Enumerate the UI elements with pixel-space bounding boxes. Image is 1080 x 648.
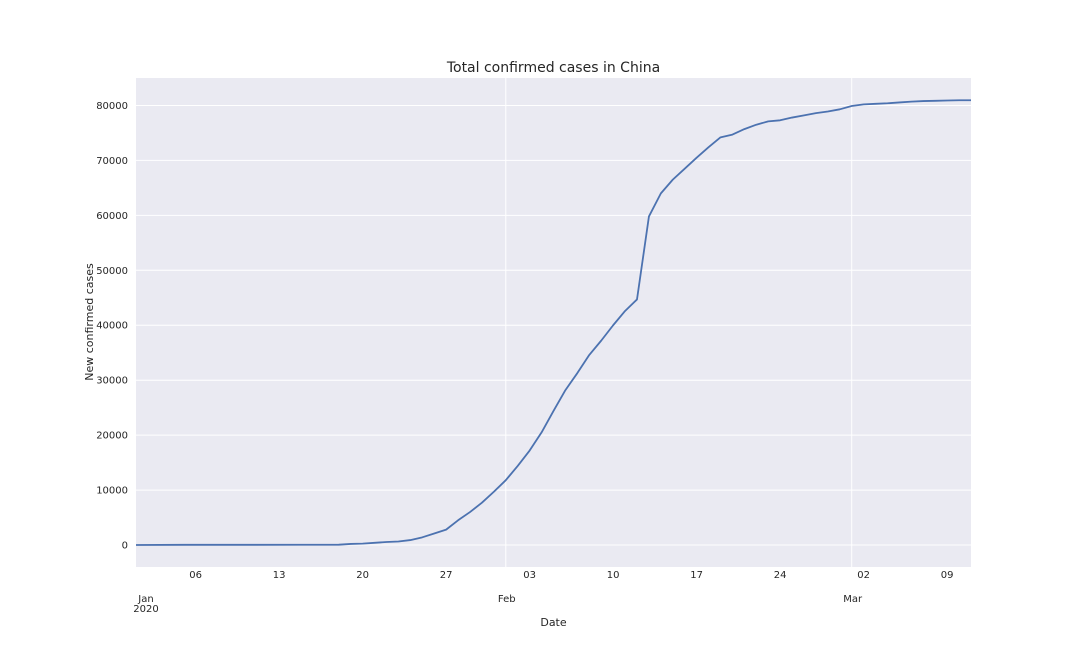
grid-lines: [136, 78, 971, 567]
x-major-tick-label: Mar: [843, 594, 863, 605]
y-axis-ticks: 0 10000 20000 30000 40000 50000 60000 70000 8000…: [96, 101, 128, 552]
x-major-tick-label: Jan: [137, 594, 153, 605]
x-minor-tick-label: 09: [941, 570, 954, 581]
x-minor-tick-label: 20: [356, 570, 369, 581]
series-layer: [135, 99, 971, 546]
y-tick-label: 80000: [96, 101, 128, 112]
y-tick-label: 30000: [96, 376, 128, 387]
x-major-tick-sublabel: 2020: [133, 604, 158, 615]
x-minor-tick-label: 02: [857, 570, 870, 581]
chart-title: Total confirmed cases in China: [446, 60, 660, 76]
x-minor-tick-label: 03: [523, 570, 536, 581]
x-minor-tick-label: 27: [440, 570, 453, 581]
x-minor-tick-label: 06: [189, 570, 202, 581]
y-tick-label: 60000: [96, 211, 128, 222]
y-tick-label: 10000: [96, 486, 128, 497]
x-major-tick-label: Feb: [498, 594, 516, 605]
x-minor-tick-label: 24: [774, 570, 787, 581]
plot-area: [136, 78, 971, 567]
y-tick-label: 20000: [96, 431, 128, 442]
x-axis-label: Date: [540, 616, 567, 629]
y-tick-label: 0: [122, 541, 128, 552]
y-tick-label: 40000: [96, 321, 128, 332]
y-tick-label: 70000: [96, 156, 128, 167]
y-axis-label: New confirmed cases: [83, 263, 96, 381]
x-minor-tick-label: 17: [690, 570, 703, 581]
x-minor-tick-label: 10: [607, 570, 620, 581]
series-line: [135, 99, 971, 546]
x-minor-tick-label: 13: [273, 570, 286, 581]
y-tick-label: 50000: [96, 266, 128, 277]
